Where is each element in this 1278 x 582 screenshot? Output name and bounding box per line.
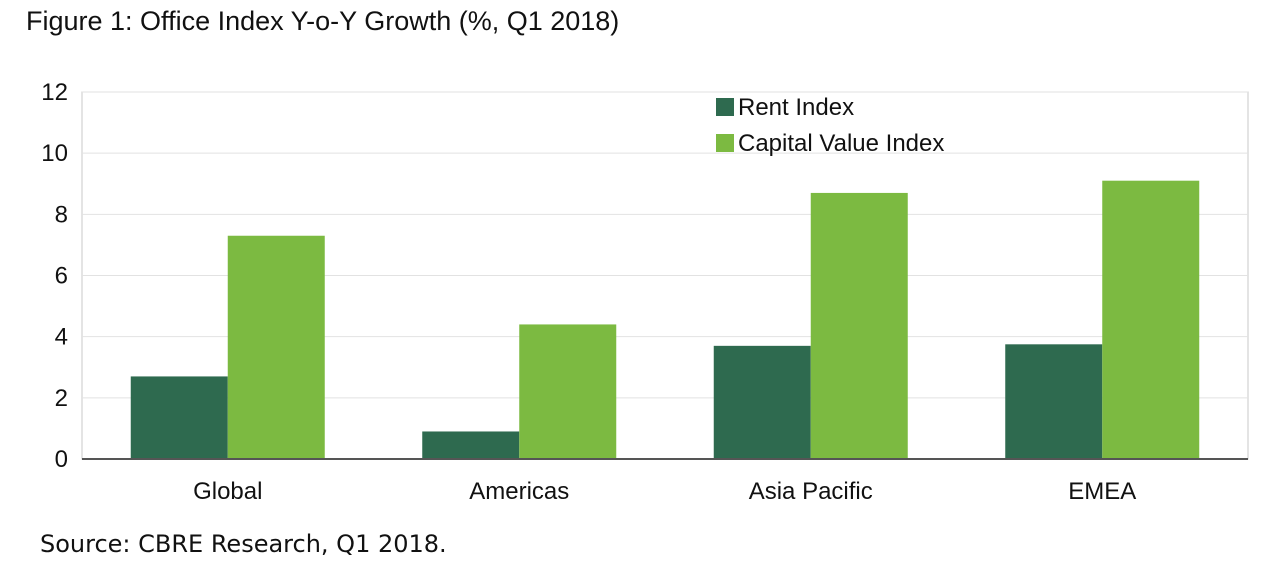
source-note: Source: CBRE Research, Q1 2018.: [40, 530, 447, 558]
y-tick-label-4: 4: [55, 324, 68, 351]
y-axis-ticks: 0 2 4 6 8 10 12: [41, 79, 68, 473]
bars: [82, 180, 1248, 460]
bar-capital-value-index-americas: [519, 324, 617, 459]
legend-label-capital-value-index: Capital Value Index: [738, 130, 944, 157]
x-tick-label-americas: Americas: [469, 478, 569, 505]
bar-capital-value-index-emea: [1102, 180, 1200, 460]
bar-rent-index-global: [130, 376, 228, 459]
legend: Rent Index Capital Value Index: [716, 94, 944, 157]
y-tick-label-2: 2: [55, 385, 68, 412]
x-axis-ticks: Global Americas Asia Pacific EMEA: [193, 478, 1136, 505]
bar-rent-index-asia-pacific: [713, 345, 811, 459]
y-tick-label-8: 8: [55, 201, 68, 228]
bar-rent-index-americas: [422, 431, 520, 459]
y-tick-label-12: 12: [41, 79, 68, 106]
y-tick-label-0: 0: [55, 446, 68, 473]
legend-swatch-capital-value-index: [716, 134, 734, 152]
x-tick-label-global: Global: [193, 478, 262, 505]
figure-title: Figure 1: Office Index Y-o-Y Growth (%, …: [26, 6, 620, 36]
bar-capital-value-index-global: [227, 235, 325, 459]
bar-rent-index-emea: [1005, 344, 1103, 459]
x-tick-label-emea: EMEA: [1068, 478, 1136, 505]
legend-label-rent-index: Rent Index: [738, 94, 854, 121]
y-tick-label-10: 10: [41, 140, 68, 167]
legend-swatch-rent-index: [716, 98, 734, 116]
x-tick-label-asia-pacific: Asia Pacific: [749, 478, 873, 505]
bar-capital-value-index-asia-pacific: [810, 192, 908, 460]
y-tick-label-6: 6: [55, 263, 68, 290]
